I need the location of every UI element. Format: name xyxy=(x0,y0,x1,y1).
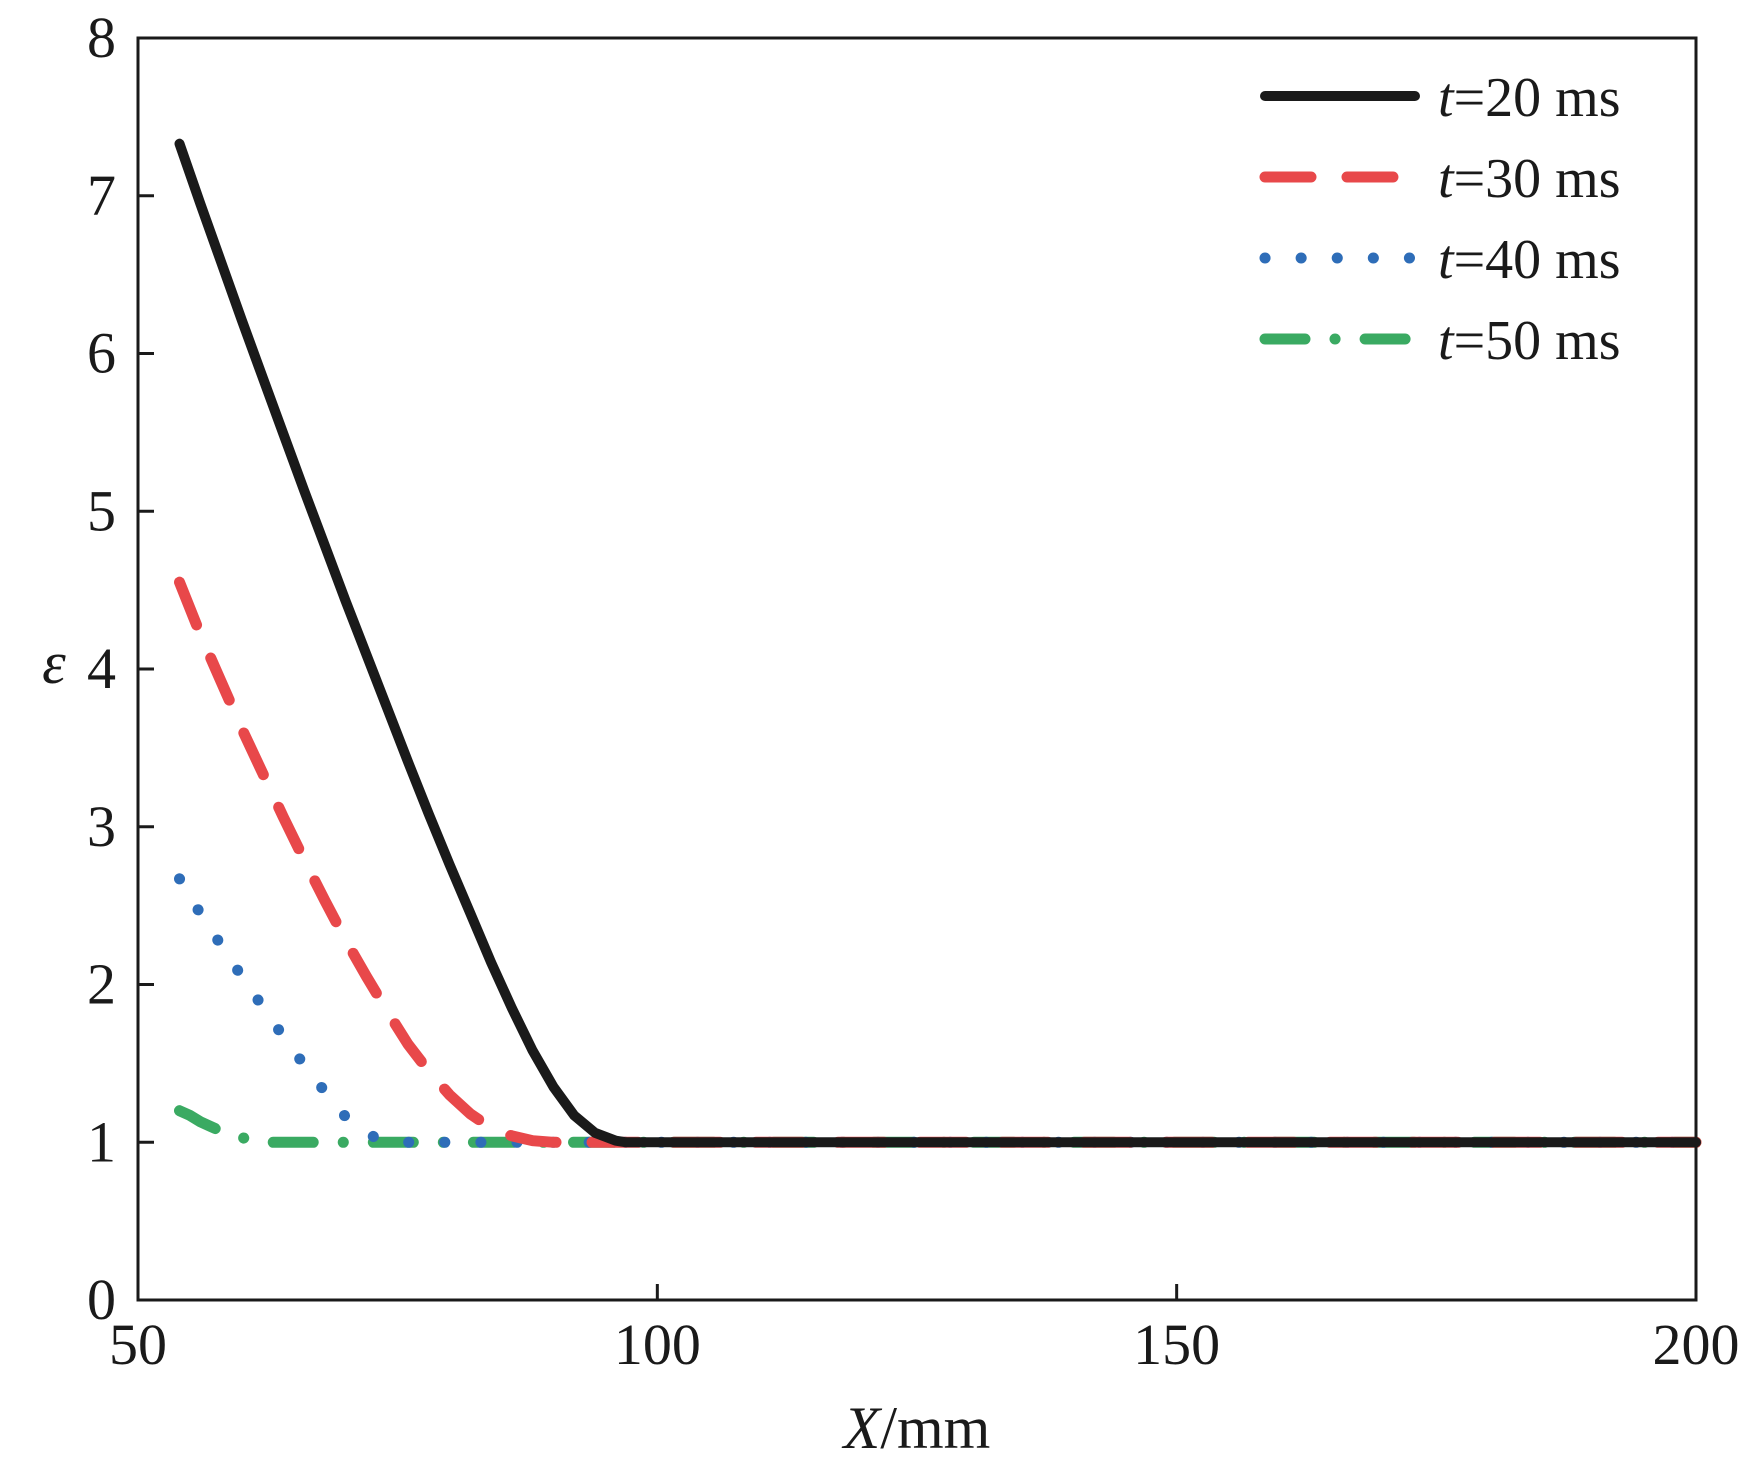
y-tick-label: 0 xyxy=(87,1267,116,1332)
x-tick-label: 100 xyxy=(614,1312,701,1377)
legend-label-3: t=40 ms xyxy=(1438,229,1621,291)
x-tick-label: 200 xyxy=(1653,1312,1740,1377)
y-tick-label: 6 xyxy=(87,321,116,386)
y-tick-label: 4 xyxy=(87,636,116,701)
ticks-layer: 50 100 150 200 0 1 2 3 4 5 6 7 8 xyxy=(87,5,1740,1377)
legend-label-4: t=50 ms xyxy=(1438,310,1621,372)
legend-label-rest: =30 ms xyxy=(1454,148,1621,210)
y-tick-label: 1 xyxy=(87,1109,116,1174)
legend-label-rest: =20 ms xyxy=(1454,67,1621,129)
x-tick-label: 150 xyxy=(1133,1312,1220,1377)
series-line-2 xyxy=(174,576,1702,1148)
series-layer xyxy=(174,138,1702,1148)
series-line-3 xyxy=(174,873,1702,1148)
legend-label-italic: t xyxy=(1438,67,1455,129)
legend-label-italic: t xyxy=(1438,229,1455,291)
legend-label-rest: =50 ms xyxy=(1454,310,1621,372)
legend-label-rest: =40 ms xyxy=(1454,229,1621,291)
x-axis-label-italic: X xyxy=(842,1395,883,1461)
x-axis-label: X/mm xyxy=(842,1395,991,1461)
x-tick-label: 50 xyxy=(109,1312,167,1377)
series-line-1 xyxy=(174,138,1701,1148)
y-tick-label: 3 xyxy=(87,794,116,859)
legend: t=20 mst=30 mst=40 mst=50 ms xyxy=(1259,67,1621,372)
legend-label-1: t=20 ms xyxy=(1438,67,1621,129)
y-tick-label: 8 xyxy=(87,5,116,70)
y-tick-label: 2 xyxy=(87,952,116,1017)
legend-label-italic: t xyxy=(1438,310,1455,372)
x-axis-label-rest: /mm xyxy=(880,1395,990,1461)
legend-label-italic: t xyxy=(1438,148,1455,210)
y-tick-label: 7 xyxy=(87,163,116,228)
y-axis-label: ε xyxy=(42,630,66,696)
legend-label-2: t=30 ms xyxy=(1438,148,1621,210)
y-tick-label: 5 xyxy=(87,478,116,543)
